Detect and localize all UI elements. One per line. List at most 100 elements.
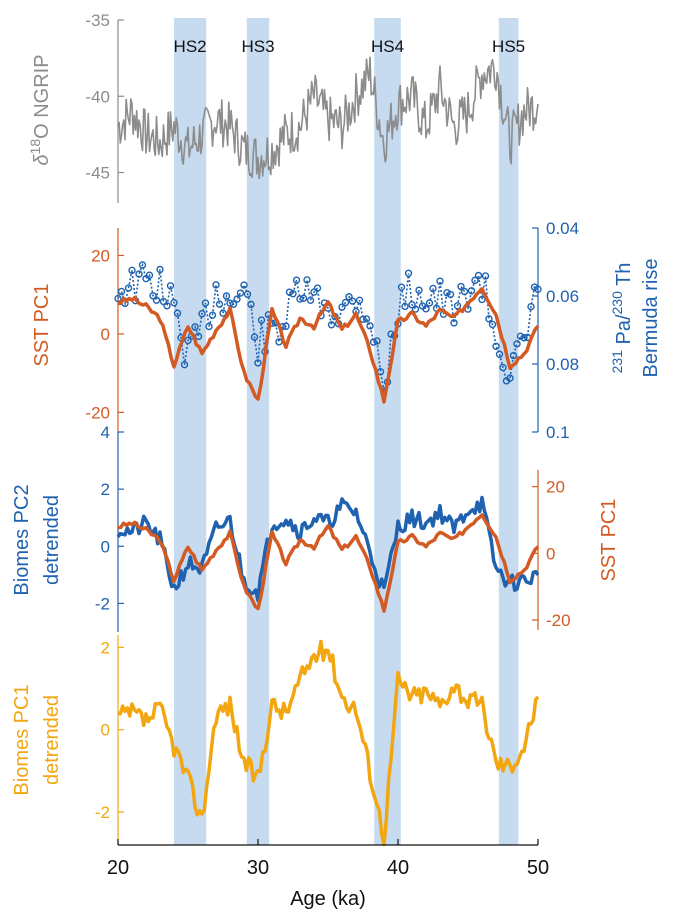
tick-label: 20 bbox=[91, 246, 110, 265]
pa-point bbox=[313, 284, 322, 292]
ngrip-axis: -35 -40 -45 bbox=[85, 11, 124, 203]
pa-point bbox=[201, 299, 210, 307]
pc1-ylabel-2: detrended bbox=[41, 695, 63, 785]
pa-point bbox=[173, 309, 182, 317]
hs-band-5 bbox=[498, 18, 519, 845]
pa-point bbox=[114, 294, 122, 303]
pa-point bbox=[257, 316, 266, 324]
pa-point bbox=[355, 296, 364, 305]
pa-point bbox=[499, 363, 507, 372]
pa-point bbox=[243, 290, 252, 298]
ngrip-ylabel: δ18O NGRIP bbox=[27, 54, 53, 165]
x-tick-label: 30 bbox=[247, 857, 269, 879]
pa-point bbox=[436, 277, 444, 285]
pa-ylabel-2: Bermuda rise bbox=[640, 259, 662, 378]
hs-label: HS5 bbox=[492, 37, 525, 56]
pa-point bbox=[366, 322, 374, 330]
tick-label: -45 bbox=[85, 164, 110, 183]
pa-point bbox=[163, 302, 171, 310]
pa-point bbox=[474, 271, 483, 280]
pa-point bbox=[184, 336, 192, 345]
pa-point bbox=[453, 302, 462, 310]
pa-point bbox=[422, 305, 430, 313]
tick-label: 0.04 bbox=[546, 219, 579, 238]
pa-axis: 0.04 0.06 0.08 0.1 bbox=[532, 219, 579, 442]
pa-point bbox=[481, 272, 490, 280]
pa-point bbox=[401, 302, 409, 311]
sst-overlay-line bbox=[117, 513, 540, 613]
pa-point bbox=[285, 288, 294, 296]
tick-label: 20 bbox=[546, 478, 565, 497]
pa-point bbox=[166, 282, 175, 290]
pa-point bbox=[299, 294, 308, 303]
tick-label: 0 bbox=[101, 721, 110, 740]
x-tick-label: 40 bbox=[387, 857, 409, 879]
pc2-ylabel-2: detrended bbox=[41, 495, 63, 585]
pa-point bbox=[240, 281, 248, 289]
x-axis: 20 30 40 50 Age (ka) bbox=[107, 839, 549, 910]
tick-label: 0.06 bbox=[546, 287, 579, 306]
pa-point bbox=[229, 300, 238, 308]
ngrip-line bbox=[117, 56, 539, 180]
pa-point bbox=[306, 296, 315, 305]
hs-label: HS2 bbox=[174, 37, 207, 56]
pa-point bbox=[492, 342, 500, 351]
pa-point bbox=[495, 350, 504, 358]
pa-point bbox=[124, 284, 133, 292]
pa-point bbox=[145, 271, 154, 279]
pa-point bbox=[303, 276, 311, 284]
tick-label: 4 bbox=[101, 423, 110, 442]
pa-point bbox=[429, 284, 437, 293]
pa-point bbox=[128, 266, 136, 275]
pa-point bbox=[425, 299, 434, 307]
tick-label: 0 bbox=[101, 537, 110, 556]
pa-point bbox=[520, 334, 528, 342]
x-axis-label: Age (ka) bbox=[290, 888, 366, 910]
pa-point bbox=[534, 285, 542, 293]
pa-point bbox=[527, 302, 535, 311]
tick-label: -35 bbox=[85, 11, 110, 30]
pa-point bbox=[247, 300, 255, 309]
pa-point bbox=[170, 299, 178, 307]
pa-point bbox=[411, 305, 420, 313]
pa-point bbox=[516, 332, 525, 340]
pa-point bbox=[478, 295, 486, 304]
pa-point bbox=[485, 315, 493, 323]
pa-point bbox=[450, 319, 458, 327]
pa-point bbox=[397, 283, 406, 291]
pa-point bbox=[156, 265, 164, 274]
pa-point bbox=[233, 295, 241, 303]
pa-point bbox=[152, 296, 161, 304]
pa-point bbox=[236, 289, 245, 297]
pa-point bbox=[362, 315, 371, 323]
tick-label: 2 bbox=[101, 638, 110, 657]
pa-point bbox=[338, 303, 346, 311]
pc2-axis: 4 2 0 -2 bbox=[95, 423, 124, 632]
pa-point bbox=[191, 323, 199, 331]
tick-label: 0.08 bbox=[546, 355, 579, 374]
heinrich-stadial-bands: HS2 HS3 HS4 HS5 bbox=[174, 18, 525, 845]
pa-point bbox=[471, 276, 479, 285]
pa-line bbox=[117, 262, 539, 394]
pa-point bbox=[208, 311, 217, 319]
sst2-axis: 20 0 -20 bbox=[532, 470, 571, 630]
pa-point bbox=[408, 301, 416, 309]
tick-label: -20 bbox=[546, 611, 571, 630]
pa-point bbox=[254, 359, 262, 367]
pc2-ylabel-1: Biomes PC2 bbox=[11, 484, 33, 595]
sst2-ylabel: SST PC1 bbox=[598, 499, 620, 582]
axis-labels: δ18O NGRIP SST PC1 231 Pa/230 Th Bermuda ri… bbox=[11, 54, 662, 795]
pa-point bbox=[149, 292, 157, 300]
pa-point bbox=[135, 270, 143, 278]
pa-point bbox=[345, 293, 353, 301]
pa-point bbox=[513, 340, 521, 348]
sst-ylabel: SST PC1 bbox=[31, 284, 53, 367]
sst-axis: 20 0 -20 bbox=[85, 228, 124, 432]
pa-point bbox=[222, 292, 231, 300]
pa-point bbox=[219, 309, 227, 317]
pa-point bbox=[457, 282, 465, 291]
pc1-line bbox=[117, 639, 540, 847]
pa-point bbox=[467, 287, 476, 295]
series-lines bbox=[114, 56, 542, 847]
pa-point bbox=[117, 287, 126, 296]
